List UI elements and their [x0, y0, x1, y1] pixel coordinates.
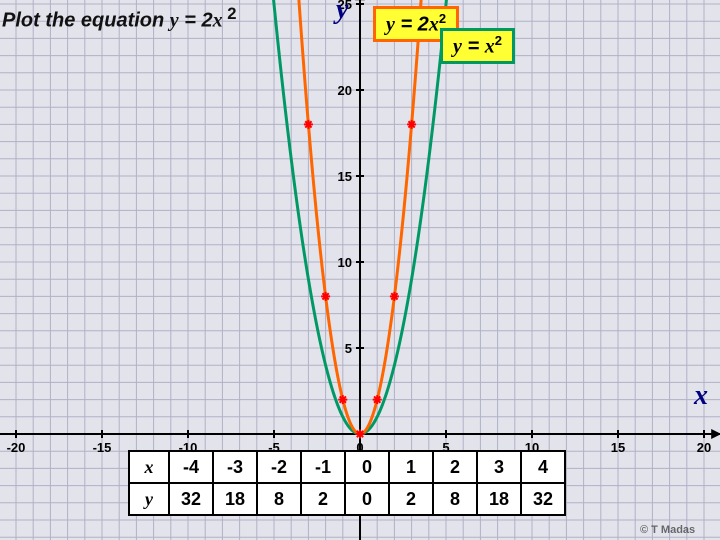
table-cell: 0: [345, 483, 389, 515]
marker-point: [356, 430, 365, 439]
table-cell: -1: [301, 451, 345, 483]
table-cell: -3: [213, 451, 257, 483]
table-cell: 2: [433, 451, 477, 483]
table-cell: 8: [433, 483, 477, 515]
svg-text:-20: -20: [7, 440, 26, 455]
table-cell: 8: [257, 483, 301, 515]
table-cell: 3: [477, 451, 521, 483]
svg-text:15: 15: [611, 440, 625, 455]
marker-point: [373, 395, 382, 404]
x-axis-label: x: [694, 380, 708, 412]
table-row-header: y: [129, 483, 169, 515]
table-cell: -2: [257, 451, 301, 483]
table-cell: 1: [389, 451, 433, 483]
table-cell: 4: [521, 451, 565, 483]
table-cell: 32: [169, 483, 213, 515]
table-cell: 2: [389, 483, 433, 515]
svg-text:10: 10: [338, 255, 352, 270]
table-cell: 18: [477, 483, 521, 515]
marker-point: [321, 292, 330, 301]
svg-text:-15: -15: [93, 440, 112, 455]
y-axis-label: y: [336, 0, 348, 26]
table-cell: 18: [213, 483, 257, 515]
table-cell: -4: [169, 451, 213, 483]
instruction-text: Plot the equation y = 2x 2: [2, 4, 237, 33]
instruction-prefix: Plot the equation: [2, 10, 170, 32]
table-row-header: x: [129, 451, 169, 483]
marker-point: [304, 120, 313, 129]
value-table: x-4-3-2-101234y3218820281832: [128, 450, 566, 516]
marker-point: [407, 120, 416, 129]
svg-text:20: 20: [338, 83, 352, 98]
table-cell: 32: [521, 483, 565, 515]
copyright-text: © T Madas: [640, 524, 695, 536]
marker-point: [338, 395, 347, 404]
table-cell: 0: [345, 451, 389, 483]
svg-text:15: 15: [338, 169, 352, 184]
marker-point: [390, 292, 399, 301]
svg-text:20: 20: [697, 440, 711, 455]
equation-label-1: y = x2: [440, 28, 515, 64]
table-cell: 2: [301, 483, 345, 515]
svg-text:5: 5: [345, 341, 352, 356]
